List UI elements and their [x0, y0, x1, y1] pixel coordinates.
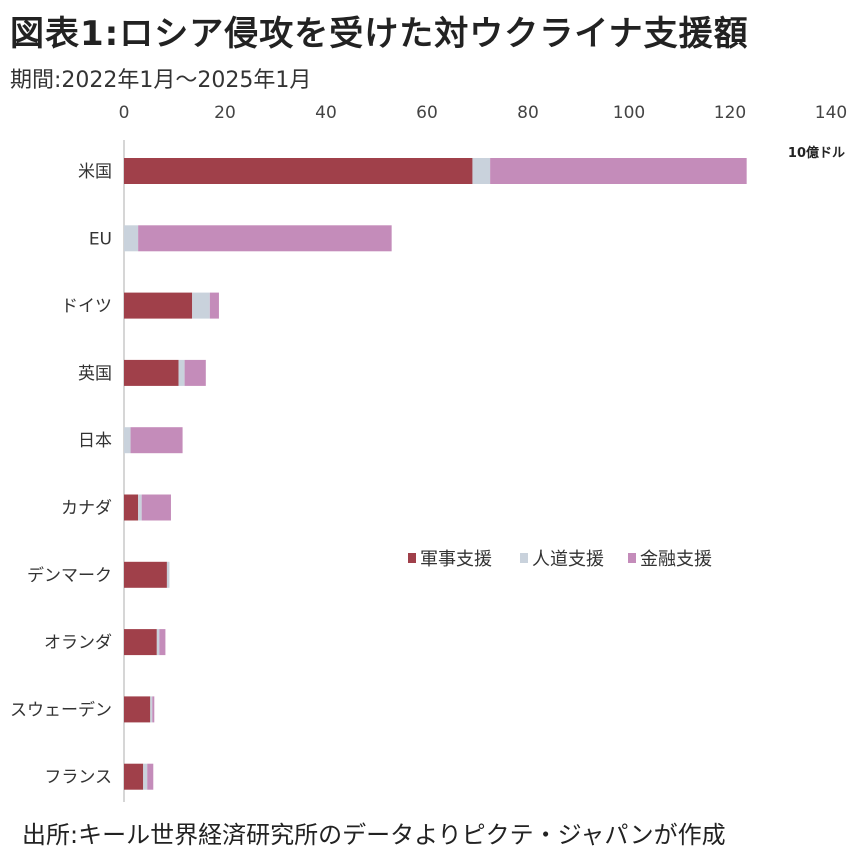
- bar-segment: [472, 158, 491, 184]
- legend-label: 軍事支援: [420, 549, 492, 570]
- category-label: カナダ: [61, 499, 112, 519]
- bar-segment: [150, 696, 153, 723]
- bar-segment: [152, 696, 155, 723]
- category-label: EU: [89, 229, 112, 249]
- legend-swatch: [628, 553, 636, 563]
- bar-segment: [138, 225, 392, 252]
- chart-title: 図表1:ロシア侵攻を受けた対ウクライナ支援額: [10, 14, 749, 54]
- legend-label: 金融支援: [640, 549, 712, 570]
- source-note: 出所:キール世界経済研究所のデータよりピクテ・ジャパンが作成: [22, 821, 726, 849]
- x-tick-label: 0: [119, 103, 130, 123]
- x-tick-label: 60: [416, 103, 438, 123]
- bar-segment: [124, 427, 131, 454]
- bar-segment: [143, 763, 148, 790]
- category-label: 日本: [78, 431, 112, 451]
- category-label: スウェーデン: [10, 699, 112, 720]
- bar-segment: [159, 629, 166, 656]
- category-label: 英国: [78, 364, 112, 384]
- x-tick-label: 80: [517, 103, 539, 123]
- unit-label: 10億ドル: [788, 145, 845, 161]
- bar-segment: [124, 561, 167, 588]
- bar-segment: [156, 629, 160, 656]
- legend-swatch: [408, 553, 416, 563]
- bar-segment: [166, 561, 170, 588]
- bar-segment: [124, 292, 193, 319]
- x-tick-label: 40: [315, 103, 337, 123]
- bar-segment: [130, 427, 183, 454]
- bar-segment: [141, 494, 171, 521]
- category-label: ドイツ: [61, 297, 112, 317]
- legend-swatch: [520, 553, 528, 563]
- bar-segment: [124, 696, 151, 723]
- bar-segment: [184, 359, 206, 386]
- bar-segment: [192, 292, 210, 319]
- category-label: オランダ: [44, 633, 112, 653]
- bar-segment: [124, 359, 179, 386]
- bar-segment: [147, 763, 154, 790]
- bar-segment: [124, 629, 157, 656]
- bar-segment: [178, 359, 185, 386]
- category-label: フランス: [44, 768, 112, 788]
- bar-segment: [124, 225, 139, 252]
- bar-segment: [138, 494, 142, 521]
- legend-label: 人道支援: [532, 549, 604, 570]
- x-tick-label: 140: [815, 103, 847, 123]
- category-label: デンマーク: [27, 565, 112, 586]
- x-tick-label: 120: [714, 103, 746, 123]
- bar-segment: [124, 763, 144, 790]
- bar-segment: [124, 158, 473, 184]
- bar-segment: [209, 292, 219, 319]
- chart-subtitle: 期間:2022年1月〜2025年1月: [10, 68, 312, 93]
- x-tick-label: 20: [214, 103, 236, 123]
- bar-segment: [124, 494, 139, 521]
- category-label: 米国: [78, 162, 112, 182]
- bar-segment: [490, 158, 747, 184]
- x-tick-label: 100: [613, 103, 645, 123]
